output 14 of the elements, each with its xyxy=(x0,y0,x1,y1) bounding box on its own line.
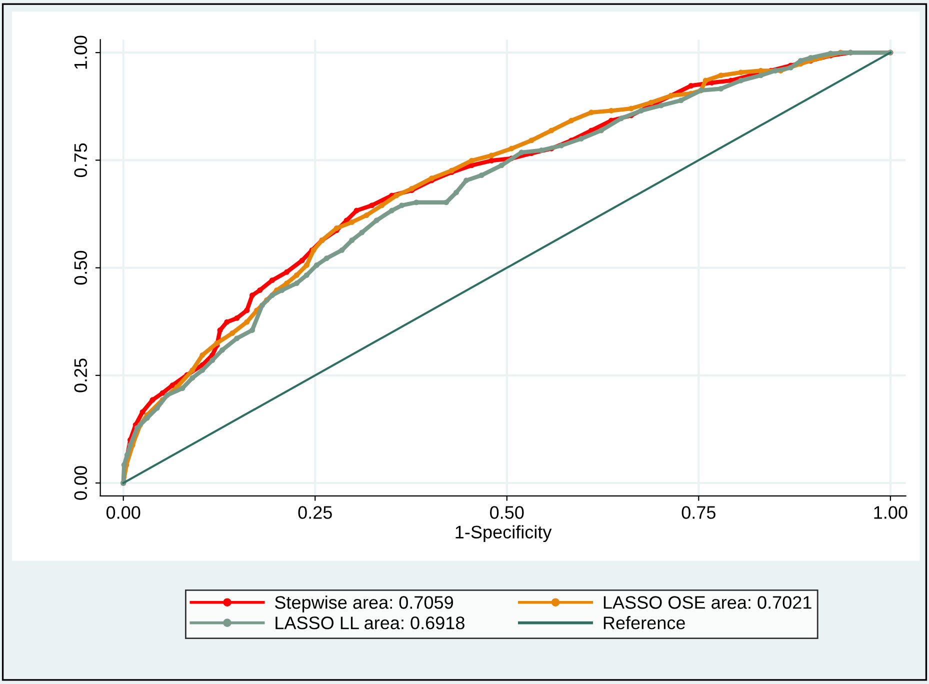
y-tick-label: 0.75 xyxy=(74,143,88,178)
x-tick-label: 0.75 xyxy=(682,506,716,519)
legend-label: Stepwise area: 0.7059 xyxy=(275,596,453,612)
legend-label: LASSO LL area: 0.6918 xyxy=(276,616,464,630)
legend-label: Reference xyxy=(604,616,685,630)
x-tick-label: 0.00 xyxy=(106,506,140,519)
y-tick-label: 0.50 xyxy=(74,250,88,285)
legend-label: LASSO OSE area: 0.7021 xyxy=(604,596,812,609)
y-tick-label: 0.25 xyxy=(74,358,88,392)
x-axis-title: 1-Specificity xyxy=(456,525,552,542)
x-tick-label: 0.25 xyxy=(298,506,332,519)
y-tick-label: 1.00 xyxy=(74,36,88,69)
x-tick-label: 1.00 xyxy=(874,506,908,519)
x-tick-label: 0.50 xyxy=(490,506,524,519)
